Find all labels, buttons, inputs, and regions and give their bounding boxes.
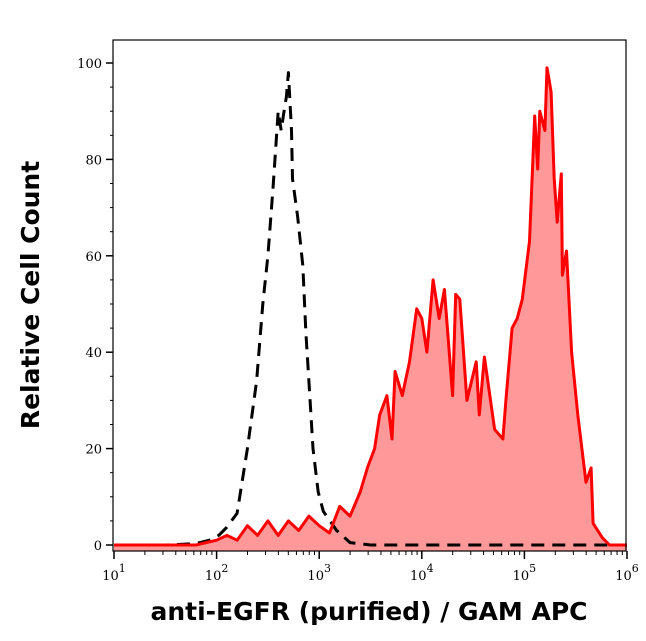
y-tick-label: 40 [85,346,102,361]
y-axis-title: Relative Cell Count [16,161,45,429]
x-tick-exponent: 2 [221,562,228,575]
x-tick-base: 10 [615,569,632,584]
x-tick-label: 106 [615,562,639,584]
plot-frame [112,39,627,552]
x-tick-exponent: 6 [632,562,639,575]
series-lines [114,66,627,547]
control-histogram-line [114,71,627,547]
anti-egfr-histogram-line [114,66,627,547]
y-tick-label: 60 [85,250,102,265]
x-tick-base: 10 [102,569,119,584]
x-tick-label: 103 [307,562,331,584]
y-tick-label: 100 [77,57,102,72]
x-tick-base: 10 [205,569,222,584]
x-tick-exponent: 4 [427,562,434,575]
x-tick-label: 104 [410,562,434,584]
x-tick-label: 102 [205,562,229,584]
y-tick-label: 80 [85,153,102,168]
x-axis-title: anti-EGFR (purified) / GAM APC [150,597,587,626]
y-tick-label: 0 [94,539,102,554]
x-tick-exponent: 3 [324,562,331,575]
anti-egfr-fill-area [114,67,627,552]
x-tick-base: 10 [513,569,530,584]
series-fills [114,67,627,552]
x-tick-exponent: 5 [529,562,536,575]
x-tick-label: 101 [102,562,126,584]
x-tick-base: 10 [410,569,427,584]
x-tick-base: 10 [307,569,324,584]
x-tick-exponent: 1 [119,562,126,575]
x-tick-label: 105 [513,562,537,584]
y-tick-label: 20 [85,443,102,458]
